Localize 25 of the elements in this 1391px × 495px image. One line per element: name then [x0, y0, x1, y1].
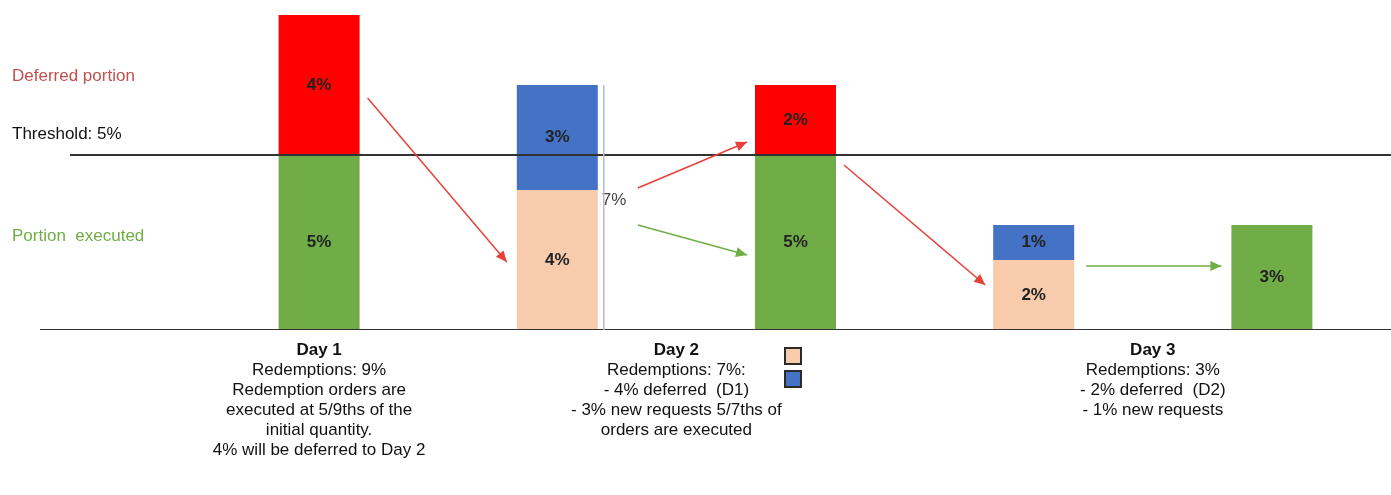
data-label: 1%	[1021, 232, 1046, 252]
annotation: Portion executed	[12, 226, 145, 245]
bar	[516, 85, 598, 190]
bar	[1231, 225, 1313, 330]
text: Day 1 Redemptions: 9% Redemption orders are executed at 5/9ths of the initial quantity. 4% will be deferred to Day 2	[212, 340, 426, 459]
data-label: 2%	[783, 109, 808, 129]
data-label: 3%	[545, 127, 570, 147]
bar	[516, 190, 598, 330]
annotation: 7%	[601, 190, 627, 209]
bar	[993, 260, 1075, 330]
data-label: 4%	[545, 249, 570, 269]
ref-line-label: Threshold: 5%	[12, 124, 122, 144]
bar	[278, 15, 360, 155]
bar	[278, 155, 360, 330]
bar	[755, 155, 836, 330]
data-label: 4%	[306, 74, 332, 94]
annotation: Deferred portion	[12, 66, 135, 85]
data-label: 5%	[306, 232, 332, 252]
text: Day 3 Redemptions: 3% - 2% deferred (D2) - 1% new requests	[1080, 340, 1226, 419]
text: Day 2 Redemptions: 7%: - 4% deferred (D1) - 3% new requests 5/7ths of orders are executed	[571, 340, 782, 439]
bar	[755, 85, 836, 155]
data-label: 5%	[783, 232, 808, 252]
bar	[993, 225, 1075, 260]
data-label: 3%	[1259, 267, 1285, 287]
data-label: 2%	[1021, 284, 1046, 304]
